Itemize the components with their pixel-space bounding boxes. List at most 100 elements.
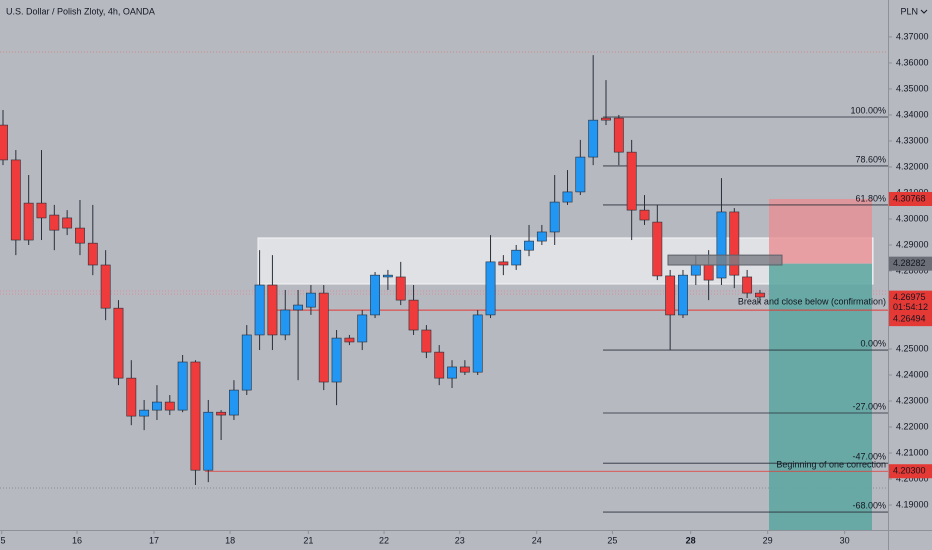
candle-body (613, 117, 624, 153)
candle-body (382, 274, 393, 278)
correction-price-box (889, 464, 932, 479)
candle-body (318, 292, 329, 383)
candle-body (305, 292, 316, 308)
y-tick-label: 4.36000 (896, 57, 929, 67)
candle-body (690, 264, 701, 276)
x-tick-label: 23 (455, 535, 465, 545)
fib-label: -47.00% (852, 452, 886, 462)
candle-body (62, 217, 73, 229)
candle-body (126, 377, 137, 417)
fib-label: -27.00% (852, 401, 886, 411)
x-tick-label: 5 (0, 535, 5, 545)
candle-body (229, 389, 239, 416)
y-tick-label: 4.22000 (896, 421, 929, 431)
candle-body (293, 304, 304, 311)
candle-body (87, 242, 98, 266)
stop-zone (769, 198, 872, 264)
x-tick-label: 22 (379, 535, 389, 545)
candle-body (152, 401, 162, 411)
candle-body (357, 314, 368, 343)
candle-body (716, 211, 727, 279)
candle-body (395, 276, 406, 301)
axis-unit: PLN (900, 6, 918, 16)
candle-body (280, 309, 291, 336)
small-zone (667, 254, 783, 266)
y-tick-label: 4.29000 (896, 239, 929, 249)
candle-body (10, 159, 21, 241)
candle-body (267, 284, 278, 336)
candle-body (36, 202, 47, 219)
x-tick-label: 30 (840, 535, 850, 545)
candle-body (434, 351, 445, 379)
candle-body (601, 117, 611, 121)
break-price: 4.26494 (893, 314, 926, 324)
fib-label: 100.00% (850, 105, 886, 115)
candle-body (164, 401, 175, 411)
y-tick-label: 4.33000 (896, 135, 929, 145)
countdown: 01:54:12 (893, 302, 928, 312)
candle-body (536, 231, 547, 242)
y-tick-label: 4.37000 (896, 31, 929, 41)
candle-body (190, 361, 201, 471)
y-tick-label: 4.21000 (896, 447, 929, 457)
plot: 100.00% 78.60% 61.80% 0.00% -27.00% -47.00% -6… (0, 55, 888, 530)
candle-body (100, 264, 111, 309)
candle-body (75, 227, 85, 244)
candle-body (421, 329, 432, 353)
candle-body (652, 221, 663, 277)
candle-body (562, 191, 573, 203)
y-tick-label: 4.24000 (896, 369, 929, 379)
x-tick-label: 24 (532, 535, 542, 545)
stop-price: 4.30768 (893, 193, 926, 203)
x-tick-label: 21 (303, 535, 313, 545)
candle-body (575, 156, 586, 193)
candle-body (703, 264, 714, 281)
last-price: 4.26975 (893, 292, 926, 302)
candle-body (485, 261, 496, 316)
correction-price: 4.20300 (893, 466, 926, 476)
y-tick-label: 4.23000 (896, 395, 929, 405)
candle-body (459, 366, 470, 373)
candle-body (408, 299, 419, 331)
candle-body (370, 274, 380, 316)
y-tick-label: 4.30000 (896, 213, 929, 223)
candle-body (742, 276, 753, 294)
candle-body (626, 151, 637, 211)
x-tick-label: 29 (763, 535, 773, 545)
y-tick-label: 4.35000 (896, 83, 929, 93)
y-tick-label: 4.20000 (896, 473, 929, 483)
candle-body (49, 214, 60, 231)
x-tick-label: 17 (149, 535, 159, 545)
last-price-box (889, 290, 932, 315)
candle-body (524, 240, 534, 251)
candle-body (549, 201, 560, 233)
candle-body (588, 119, 599, 158)
break-price-box (889, 312, 932, 327)
chart-title: U.S. Dollar / Polish Zloty, 4h, OANDA (6, 6, 155, 16)
y-tick-label: 4.25000 (896, 343, 929, 353)
stop-price-box (889, 191, 932, 206)
candle-body (241, 334, 252, 391)
fib-label: -68.00% (852, 500, 886, 510)
dropdown-icon[interactable] (920, 9, 928, 14)
candle-body (113, 307, 124, 379)
candle-body (511, 249, 522, 266)
x-tick-label: 25 (607, 535, 617, 545)
candle-body (498, 261, 509, 266)
candle-body (23, 202, 34, 241)
fib-label: 78.60% (855, 154, 886, 164)
candle-body (254, 284, 265, 336)
candle-body (472, 314, 483, 373)
entry-price-box (889, 256, 932, 271)
candle-body (344, 337, 355, 343)
candle-body (665, 275, 676, 316)
y-tick-label: 4.32000 (896, 161, 929, 171)
x-tick-label: 18 (225, 535, 235, 545)
target-zone (769, 263, 872, 530)
candle-body (177, 361, 188, 411)
fib-label: 61.80% (855, 193, 886, 203)
candle-body (729, 211, 740, 276)
candle-body (0, 124, 8, 161)
candle-body (139, 409, 150, 417)
